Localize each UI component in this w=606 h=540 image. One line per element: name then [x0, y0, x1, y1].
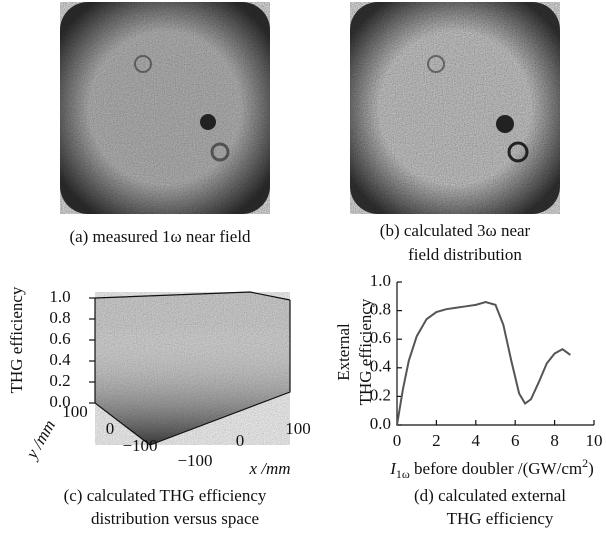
y-axis-label: y /mm: [21, 417, 59, 464]
y-tick-label: 0.0: [370, 414, 391, 433]
x-label-text: before doubler /(GW/cm: [410, 459, 582, 478]
x-label-symbol: I: [389, 459, 397, 478]
surface-plot: [94, 291, 291, 446]
caption-d: (d) calculated external: [414, 486, 566, 505]
y-tick-label: 0.8: [370, 300, 391, 319]
y-tick-label: 1.0: [370, 271, 391, 290]
x-label-superscript: 2: [582, 456, 588, 470]
x-tick-label: 2: [432, 431, 441, 450]
y-tick-label: 0.2: [370, 385, 391, 404]
efficiency-line: [396, 300, 571, 426]
y-tick-label: 0.6: [370, 328, 391, 347]
z-tick-label: 0.6: [49, 329, 70, 348]
x-label-subscript: 1ω: [396, 467, 410, 481]
caption-c: distribution versus space: [91, 509, 259, 528]
x-tick-label: 4: [472, 431, 481, 450]
caption-b: field distribution: [408, 245, 522, 264]
x-tick-label: 8: [550, 431, 559, 450]
z-tick-label: 0.2: [49, 371, 70, 390]
y-tick-label: 0.4: [370, 357, 392, 376]
x-label-end: ): [588, 459, 594, 478]
y-axis-label: External: [334, 323, 353, 381]
axes: [396, 282, 594, 426]
x-tick-label: 0: [236, 431, 245, 450]
caption-d: THG efficiency: [447, 509, 554, 528]
x-tick-label: 0: [393, 431, 402, 450]
z-tick-label: 0.8: [49, 308, 70, 327]
z-axis-label: THG efficiency: [7, 286, 26, 393]
z-tick-label: 0.0: [49, 392, 70, 411]
y-tick-label: 100: [62, 402, 88, 421]
z-tick-label: 1.0: [49, 287, 70, 306]
x-tick-label: 100: [285, 419, 311, 438]
y-axis-label: THG efficiency: [356, 298, 375, 405]
caption-a: (a) measured 1ω near field: [69, 227, 251, 246]
x-tick-label: 10: [586, 431, 603, 450]
near-field-image-b: [350, 2, 560, 214]
x-axis-label: I1ω before doubler /(GW/cm2): [389, 456, 594, 481]
z-tick-label: 0.4: [49, 350, 71, 369]
caption-c: (c) calculated THG efficiency: [64, 486, 267, 505]
y-tick-label: −100: [122, 436, 157, 455]
near-field-image-a: [60, 2, 270, 214]
y-tick-label: 0: [106, 419, 115, 438]
x-tick-label: −100: [177, 451, 212, 470]
caption-b: (b) calculated 3ω near: [380, 221, 531, 240]
x-tick-label: 6: [511, 431, 520, 450]
x-axis-label: x /mm: [248, 459, 290, 478]
